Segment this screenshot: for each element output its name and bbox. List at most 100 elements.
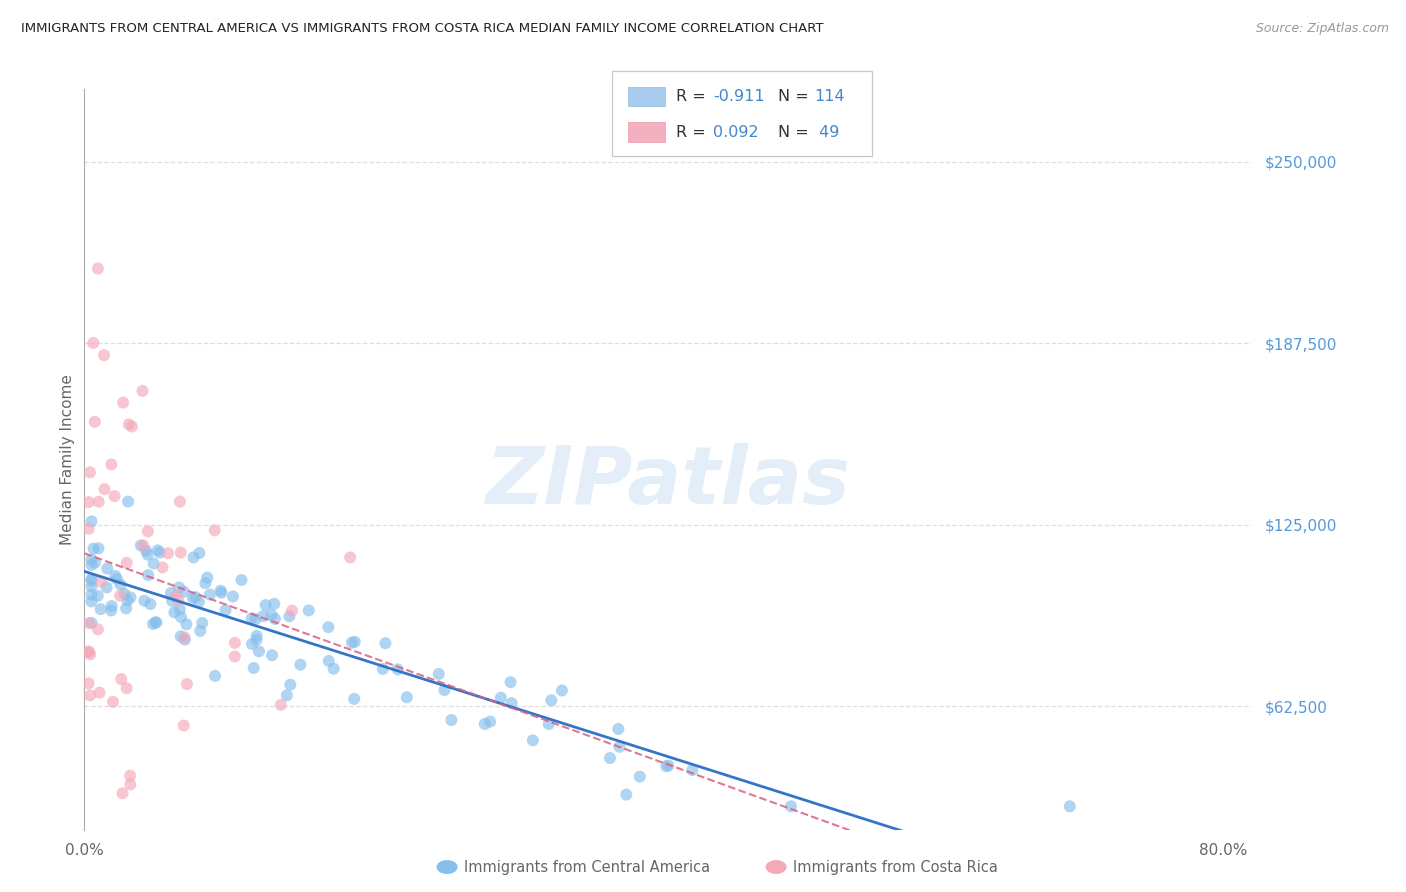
Point [120, 591, 142, 605]
Point [77, 495, 100, 509]
Point [136, 524, 159, 539]
Text: -0.911: -0.911 [713, 89, 765, 103]
Point [499, 675, 522, 690]
Point [264, 612, 287, 626]
Point [395, 690, 418, 705]
Point [132, 538, 155, 552]
Text: Immigrants from Central America: Immigrants from Central America [464, 860, 710, 874]
Point [156, 546, 179, 560]
Point [146, 543, 169, 558]
Point [167, 593, 190, 607]
Point [80, 588, 103, 602]
Point [245, 612, 267, 626]
Point [224, 636, 246, 650]
Point [77, 616, 100, 631]
Point [108, 589, 131, 603]
Point [145, 615, 167, 630]
Point [165, 589, 187, 603]
Point [260, 648, 283, 663]
Point [522, 733, 544, 747]
Point [184, 590, 207, 604]
Point [87, 541, 110, 556]
Point [105, 572, 128, 586]
Point [440, 713, 463, 727]
Point [136, 568, 159, 582]
Point [89, 686, 111, 700]
Point [142, 557, 165, 571]
Point [209, 583, 232, 598]
Point [278, 609, 301, 624]
Point [142, 617, 165, 632]
Point [163, 605, 186, 619]
Point [245, 632, 267, 647]
Point [77, 676, 100, 690]
Point [607, 722, 630, 736]
Point [191, 615, 214, 630]
Point [609, 739, 631, 754]
Point [139, 597, 162, 611]
Point [83, 541, 105, 556]
Text: Source: ZipAtlas.com: Source: ZipAtlas.com [1256, 22, 1389, 36]
Point [83, 415, 105, 429]
Point [82, 335, 104, 350]
Point [281, 604, 304, 618]
Point [103, 489, 125, 503]
Text: ZIPatlas: ZIPatlas [485, 442, 851, 521]
Point [120, 769, 142, 783]
Point [136, 548, 159, 562]
Point [118, 417, 141, 432]
Point [614, 788, 637, 802]
Point [87, 623, 110, 637]
Point [343, 635, 366, 649]
Point [537, 717, 560, 731]
Point [479, 714, 502, 729]
Point [79, 648, 101, 662]
Point [104, 569, 127, 583]
Point [77, 645, 100, 659]
Point [194, 576, 217, 591]
Point [318, 620, 340, 634]
Point [252, 609, 274, 624]
Point [170, 629, 193, 643]
Point [80, 558, 103, 572]
Point [780, 799, 803, 814]
Point [117, 593, 139, 607]
Point [100, 458, 122, 472]
Point [628, 770, 651, 784]
Point [176, 617, 198, 632]
Point [657, 758, 679, 772]
Point [187, 595, 209, 609]
Point [170, 610, 193, 624]
Point [96, 581, 118, 595]
Point [181, 591, 204, 605]
Point [117, 494, 139, 508]
Point [278, 678, 301, 692]
Point [240, 637, 263, 651]
Point [214, 603, 236, 617]
Point [276, 689, 298, 703]
Point [80, 552, 103, 566]
Point [80, 574, 103, 588]
Y-axis label: Median Family Income: Median Family Income [60, 374, 75, 545]
Point [135, 543, 157, 558]
Point [242, 661, 264, 675]
Point [121, 419, 143, 434]
Point [100, 603, 122, 617]
Point [195, 571, 218, 585]
Point [374, 636, 396, 650]
Point [87, 589, 110, 603]
Text: R =: R = [676, 89, 711, 103]
Point [115, 556, 138, 570]
Point [204, 669, 226, 683]
Point [152, 560, 174, 574]
Point [318, 654, 340, 668]
Point [96, 561, 118, 575]
Point [170, 546, 193, 560]
Point [322, 662, 344, 676]
Point [112, 395, 135, 409]
Point [174, 632, 197, 647]
Point [80, 594, 103, 608]
Point [433, 683, 456, 698]
Point [599, 751, 621, 765]
Point [80, 572, 103, 586]
